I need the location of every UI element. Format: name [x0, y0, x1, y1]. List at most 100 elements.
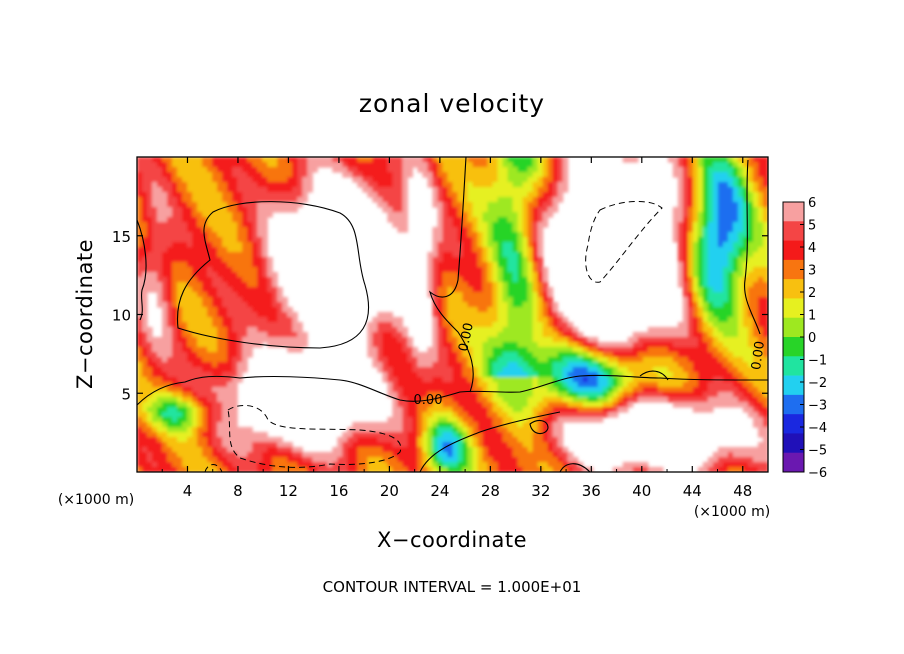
heatmap-cell [267, 447, 273, 453]
heatmap-cell [707, 332, 714, 338]
heatmap-cell [502, 207, 509, 213]
heatmap-cell [402, 437, 409, 443]
heatmap-cell [762, 167, 768, 173]
heatmap-cell [692, 247, 699, 253]
heatmap-cell [487, 192, 494, 198]
heatmap-cell [267, 312, 273, 318]
heatmap-cell [482, 277, 489, 283]
heatmap-cell [622, 352, 629, 358]
heatmap-cell [162, 387, 168, 393]
heatmap-cell [722, 277, 729, 283]
heatmap-cell [477, 242, 484, 248]
heatmap-cell [482, 257, 489, 263]
heatmap-cell [197, 457, 203, 463]
heatmap-cell [297, 167, 303, 173]
heatmap-cell [427, 172, 434, 178]
heatmap-cell [547, 292, 554, 298]
heatmap-cell [257, 277, 263, 283]
heatmap-cell [377, 197, 383, 203]
heatmap-cell [472, 307, 479, 313]
heatmap-cell [272, 337, 278, 343]
heatmap-cell [567, 357, 574, 363]
heatmap-cell [262, 162, 268, 168]
heatmap-cell [687, 272, 694, 278]
heatmap-cell [492, 197, 499, 203]
heatmap-cell [197, 297, 203, 303]
heatmap-cell [662, 337, 669, 343]
heatmap-cell [757, 227, 764, 233]
heatmap-cell [762, 212, 768, 218]
heatmap-cell [352, 447, 358, 453]
heatmap-cell [712, 322, 719, 328]
heatmap-cell [587, 347, 594, 353]
heatmap-cell [377, 447, 383, 453]
heatmap-cell [162, 292, 168, 298]
heatmap-cell [147, 357, 153, 363]
heatmap-cell [672, 372, 679, 378]
heatmap-cell [147, 417, 153, 423]
heatmap-cell [217, 337, 223, 343]
heatmap-cell [167, 207, 173, 213]
heatmap-cell [697, 227, 704, 233]
heatmap-cell [697, 257, 704, 263]
heatmap-cell [177, 312, 183, 318]
heatmap-cell [757, 207, 764, 213]
heatmap-cell [512, 297, 519, 303]
heatmap-cell [617, 352, 624, 358]
heatmap-cell [472, 342, 479, 348]
heatmap-cell [597, 402, 604, 408]
heatmap-cell [227, 457, 233, 463]
heatmap-cell [432, 237, 439, 243]
heatmap-cell [417, 162, 424, 168]
heatmap-cell [642, 337, 649, 343]
heatmap-cell [752, 372, 759, 378]
heatmap-cell [197, 207, 203, 213]
heatmap-cell [697, 247, 704, 253]
heatmap-cell [242, 447, 248, 453]
heatmap-cell [527, 197, 534, 203]
heatmap-cell [282, 317, 288, 323]
heatmap-cell [452, 182, 459, 188]
heatmap-cell [512, 387, 519, 393]
heatmap-cell [737, 192, 744, 198]
heatmap-cell [717, 347, 724, 353]
heatmap-cell [597, 382, 604, 388]
heatmap-cell [167, 377, 173, 383]
heatmap-cell [567, 352, 574, 358]
heatmap-cell [192, 387, 198, 393]
heatmap-cell [187, 172, 193, 178]
heatmap-cell [332, 447, 338, 453]
heatmap-cell [567, 382, 574, 388]
heatmap-cell [647, 372, 654, 378]
heatmap-cell [252, 442, 258, 448]
heatmap-cell [147, 202, 153, 208]
heatmap-cell [677, 237, 684, 243]
heatmap-cell [747, 347, 754, 353]
heatmap-cell [457, 267, 464, 273]
heatmap-cell [202, 447, 208, 453]
heatmap-cell [432, 387, 439, 393]
heatmap-cell [747, 232, 754, 238]
heatmap-cell [757, 367, 764, 373]
heatmap-cell [757, 257, 764, 263]
heatmap-cell [182, 312, 188, 318]
heatmap-cell [487, 367, 494, 373]
heatmap-cell [527, 292, 534, 298]
heatmap-cell [142, 362, 148, 368]
heatmap-cell [737, 382, 744, 388]
heatmap-cell [722, 247, 729, 253]
heatmap-cell [752, 397, 759, 403]
heatmap-cell [682, 347, 689, 353]
heatmap-cell [287, 452, 293, 458]
heatmap-cell [737, 177, 744, 183]
heatmap-cell [422, 392, 429, 398]
heatmap-cell [187, 417, 193, 423]
heatmap-cell [172, 452, 178, 458]
heatmap-cell [547, 302, 554, 308]
heatmap-cell [212, 357, 218, 363]
heatmap-cell [147, 387, 153, 393]
heatmap-cell [472, 317, 479, 323]
heatmap-cell [522, 222, 529, 228]
heatmap-cell [167, 387, 173, 393]
heatmap-cell [687, 227, 694, 233]
